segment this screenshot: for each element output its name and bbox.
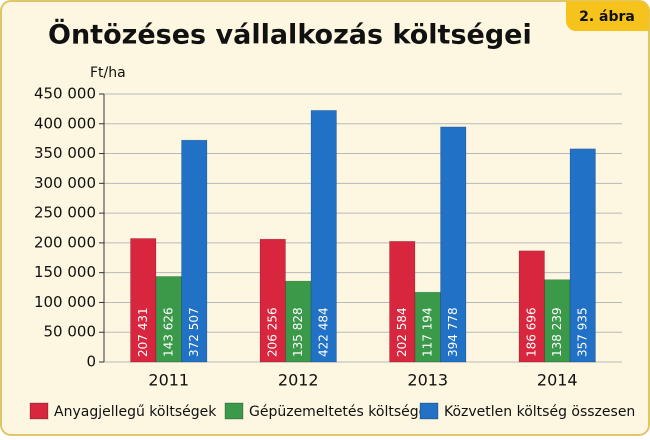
- y-tick-label: 300 000: [34, 174, 96, 192]
- y-tick-label: 100 000: [34, 293, 96, 311]
- y-tick-label: 250 000: [34, 204, 96, 222]
- legend-label: Gépüzemeltetés költségei: [249, 404, 431, 420]
- legend-swatch: [29, 402, 49, 420]
- y-tick-label: 50 000: [44, 323, 97, 341]
- value-label: 357 935: [575, 307, 589, 357]
- value-label: 207 431: [136, 307, 150, 357]
- x-tick-label: 2014: [537, 371, 578, 390]
- value-label: 372 507: [187, 307, 201, 357]
- y-tick-label: 150 000: [34, 263, 96, 281]
- value-label: 117 194: [420, 307, 434, 357]
- y-tick-label: 450 000: [34, 85, 96, 103]
- x-tick-label: 2013: [407, 371, 448, 390]
- value-label: 186 696: [524, 307, 538, 357]
- badge: 2. ábra: [579, 9, 635, 25]
- y-axis-label: Ft/ha: [90, 65, 126, 81]
- value-label: 143 626: [161, 307, 175, 357]
- legend-label: Közvetlen költség összesen: [444, 404, 635, 420]
- bar: [440, 126, 467, 363]
- bar: [259, 238, 286, 363]
- legend-label: Anyagjellegű költségek: [54, 404, 217, 420]
- bar: [130, 238, 157, 363]
- y-tick-label: 400 000: [34, 114, 96, 132]
- legend-swatch: [224, 402, 244, 420]
- value-label: 394 778: [446, 307, 460, 357]
- value-label: 138 239: [550, 307, 564, 357]
- value-label: 202 584: [395, 307, 409, 357]
- y-tick-label: 350 000: [34, 144, 96, 162]
- bar: [569, 148, 596, 363]
- value-label: 422 484: [316, 307, 330, 357]
- bar: [181, 139, 208, 363]
- bar: [389, 241, 416, 363]
- value-label: 135 828: [291, 307, 305, 357]
- x-tick-label: 2012: [278, 371, 319, 390]
- badge-box: [566, 1, 649, 31]
- bar: [310, 110, 337, 363]
- chart-title: Öntözéses vállalkozás költségei: [48, 18, 532, 51]
- x-tick-label: 2011: [148, 371, 189, 390]
- y-tick-label: 200 000: [34, 233, 96, 251]
- bar: [285, 280, 312, 363]
- bar: [414, 291, 441, 363]
- legend-swatch: [419, 402, 439, 420]
- y-tick-label: 0: [86, 353, 96, 371]
- value-label: 206 256: [265, 307, 279, 357]
